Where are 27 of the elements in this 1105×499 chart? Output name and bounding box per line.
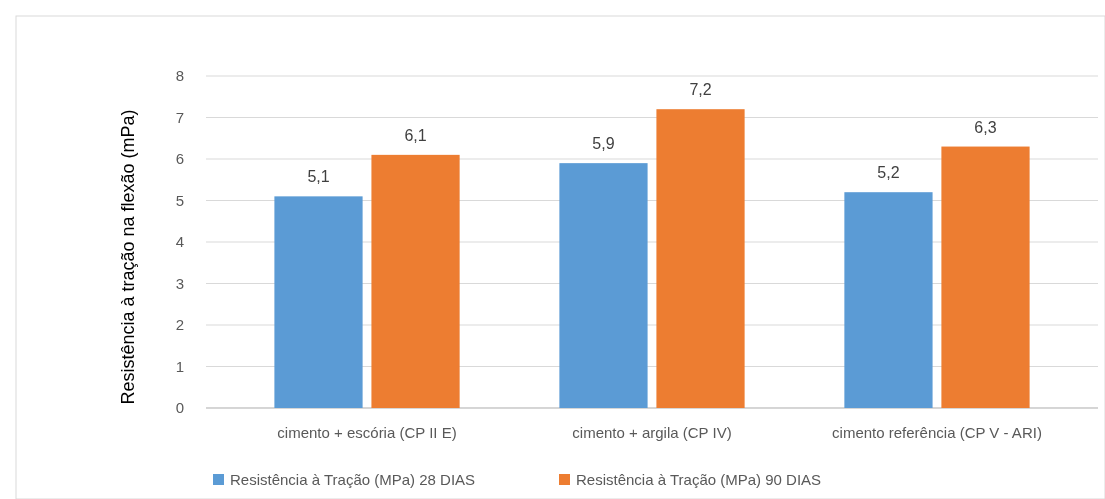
y-axis-title: Resistência à tração na flexão (mPa) xyxy=(118,109,138,405)
legend-label: Resistência à Tração (MPa) 28 DIAS xyxy=(230,471,476,489)
data-label: 6,3 xyxy=(974,118,997,136)
data-label: 6,1 xyxy=(404,126,427,144)
y-tick-label: 2 xyxy=(175,316,184,334)
bar xyxy=(656,109,745,408)
x-tick-label: cimento + escória (CP II E) xyxy=(277,424,457,441)
bar xyxy=(559,163,648,408)
bar xyxy=(371,154,460,408)
bar xyxy=(941,146,1030,408)
x-tick-label: cimento referência (CP V - ARI) xyxy=(832,424,1042,441)
legend-label: Resistência à Tração (MPa) 90 DIAS xyxy=(576,471,822,489)
bar xyxy=(274,196,363,408)
data-label: 5,2 xyxy=(877,164,900,182)
y-tick-label: 1 xyxy=(175,357,184,375)
data-label: 5,1 xyxy=(307,168,330,186)
y-tick-label: 8 xyxy=(175,67,184,85)
y-tick-label: 3 xyxy=(175,274,184,292)
data-label: 5,9 xyxy=(592,135,615,153)
y-tick-label: 5 xyxy=(175,191,184,209)
y-tick-label: 4 xyxy=(175,233,184,251)
data-label: 7,2 xyxy=(689,81,712,99)
y-tick-label: 7 xyxy=(175,108,184,126)
y-tick-label: 0 xyxy=(175,399,184,417)
x-tick-label: cimento + argila (CP IV) xyxy=(572,424,732,441)
y-tick-label: 6 xyxy=(175,150,184,168)
bar xyxy=(844,192,933,408)
